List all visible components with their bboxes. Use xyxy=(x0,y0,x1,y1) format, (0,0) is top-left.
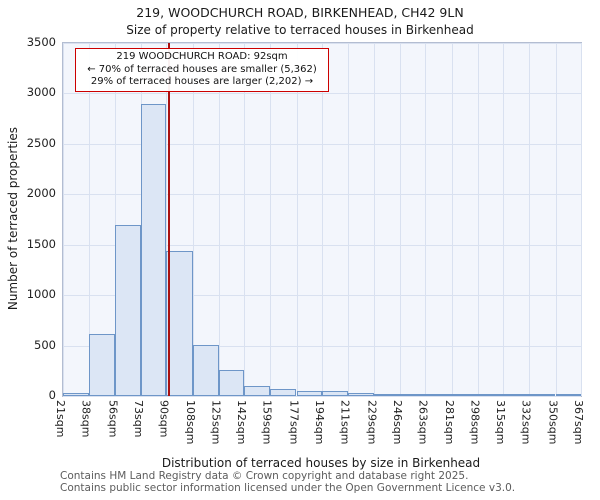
x-tick-label: 298sqm xyxy=(468,400,482,445)
histogram-bar xyxy=(425,394,453,396)
gridline-vertical xyxy=(166,43,168,396)
gridline-vertical xyxy=(477,43,479,396)
histogram-bar xyxy=(63,393,89,396)
y-tick-label: 2000 xyxy=(26,186,56,201)
gridline-horizontal xyxy=(63,396,581,397)
x-tick-label: 38sqm xyxy=(79,400,93,438)
footer: Contains HM Land Registry data © Crown c… xyxy=(60,470,600,494)
histogram-bar xyxy=(140,103,167,396)
annotation-property-line: 219 WOODCHURCH ROAD: 92sqm xyxy=(116,51,288,62)
gridline-vertical xyxy=(218,43,220,396)
histogram-bar xyxy=(452,394,478,396)
histogram-bar xyxy=(193,344,219,396)
gridline-vertical xyxy=(347,43,349,396)
x-tick-label: 194sqm xyxy=(313,400,326,445)
gridline-vertical xyxy=(269,43,271,396)
y-axis-label: Number of terraced properties xyxy=(6,126,20,311)
x-tick-label: 125sqm xyxy=(209,400,223,445)
histogram-bar xyxy=(399,394,426,396)
gridline-vertical xyxy=(374,43,376,396)
gridline-vertical xyxy=(425,43,427,396)
footer-licence-line: Contains public sector information licen… xyxy=(60,481,516,494)
gridline-vertical xyxy=(63,43,64,396)
histogram-bar xyxy=(374,393,400,396)
histogram-bar xyxy=(88,333,116,396)
x-tick-label: 177sqm xyxy=(287,400,301,445)
x-tick-label: 229sqm xyxy=(365,400,379,445)
x-tick-label: 21sqm xyxy=(54,400,67,438)
y-tick-label: 1000 xyxy=(26,287,56,302)
gridline-vertical xyxy=(452,43,454,396)
histogram-bar xyxy=(477,394,504,396)
x-tick-label: 159sqm xyxy=(260,400,274,445)
x-tick-label: 108sqm xyxy=(184,400,198,445)
histogram-bar xyxy=(296,391,322,396)
annotation-larger-line: 29% of terraced houses are larger (2,202… xyxy=(90,76,314,87)
gridline-vertical xyxy=(581,43,582,396)
x-axis-label: Distribution of terraced houses by size … xyxy=(161,456,481,470)
y-tick-label: 1500 xyxy=(26,236,56,251)
plot-area: 219 WOODCHURCH ROAD: 92sqm ← 70% of terr… xyxy=(62,42,582,397)
gridline-vertical xyxy=(193,43,195,396)
y-tick-label: 0 xyxy=(48,388,56,402)
y-tick-label: 3000 xyxy=(26,85,56,100)
annotation-box: 219 WOODCHURCH ROAD: 92sqm ← 70% of terr… xyxy=(75,48,329,92)
histogram-bar xyxy=(528,394,556,396)
x-tick-label: 367sqm xyxy=(572,400,585,445)
footer-attribution-line: Contains HM Land Registry data © Crown c… xyxy=(60,470,469,482)
gridline-vertical xyxy=(322,43,323,396)
y-tick-label: 2500 xyxy=(26,135,56,150)
histogram-bar xyxy=(503,394,529,396)
x-tick-label: 142sqm xyxy=(235,400,249,445)
chart-title: 219, WOODCHURCH ROAD, BIRKENHEAD, CH42 9… xyxy=(136,5,464,20)
histogram-bar xyxy=(555,394,581,396)
gridline-vertical xyxy=(555,43,557,396)
gridline-vertical xyxy=(296,43,298,396)
x-tick-label: 211sqm xyxy=(338,400,352,445)
x-tick-label: 90sqm xyxy=(157,400,171,438)
gridline-vertical xyxy=(88,43,90,396)
gridline-vertical xyxy=(399,43,401,396)
x-tick-label: 281sqm xyxy=(443,400,457,445)
histogram-bar xyxy=(115,224,141,396)
y-tick-label: 500 xyxy=(34,337,56,352)
property-marker-line xyxy=(168,43,171,396)
x-tick-label: 263sqm xyxy=(416,400,430,445)
x-tick-label: 246sqm xyxy=(390,400,404,445)
y-tick-label: 3500 xyxy=(26,35,56,49)
x-tick-label: 73sqm xyxy=(131,400,145,438)
annotation-smaller-line: ← 70% of terraced houses are smaller (5,… xyxy=(87,63,317,75)
histogram-bar xyxy=(166,250,194,396)
gridline-vertical xyxy=(115,43,117,396)
x-tick-label: 332sqm xyxy=(519,400,533,445)
histogram-bar xyxy=(347,392,375,396)
x-tick-label: 56sqm xyxy=(106,400,120,438)
x-tick-label: 350sqm xyxy=(546,400,560,445)
histogram-bar xyxy=(244,385,270,396)
gridline-vertical xyxy=(244,43,246,396)
gridline-vertical xyxy=(528,43,530,396)
x-tick-label: 315sqm xyxy=(494,400,508,445)
gridline-vertical xyxy=(503,43,505,396)
histogram-bar xyxy=(322,390,348,396)
histogram-bar xyxy=(269,389,297,396)
chart-subtitle: Size of property relative to terraced ho… xyxy=(126,23,474,37)
histogram-bar xyxy=(218,369,245,396)
